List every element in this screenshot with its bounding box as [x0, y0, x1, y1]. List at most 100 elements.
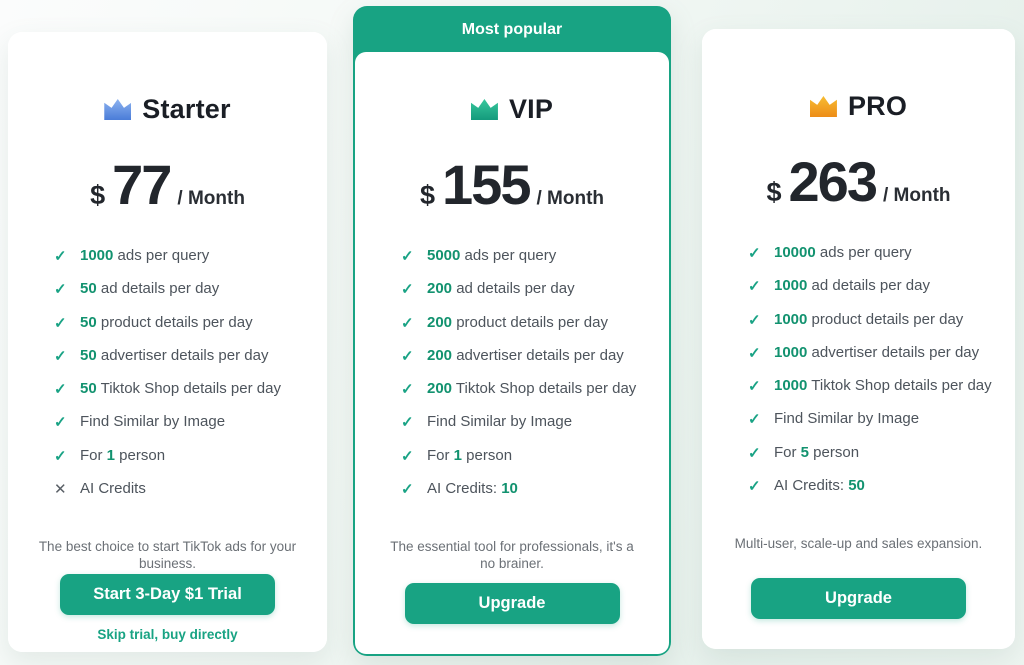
feature-text: For 1 person	[427, 446, 512, 466]
feature-text-post: ads per query	[460, 247, 557, 264]
feature-value: 5000	[427, 247, 461, 264]
feature-value: 1000	[774, 377, 808, 394]
feature-text-post: ads per query	[113, 247, 210, 264]
check-icon: ✓	[748, 411, 761, 429]
check-icon: ✓	[748, 278, 761, 296]
feature-text: 50 advertiser details per day	[80, 346, 268, 366]
feature-row: ✓ 200 advertiser details per day	[401, 346, 669, 366]
feature-row: ✓ 5000 ads per query	[401, 246, 669, 266]
feature-row: ✓ 50 product details per day	[54, 313, 327, 333]
feature-text-post: ads per query	[815, 244, 912, 261]
feature-text: 1000 product details per day	[774, 310, 963, 330]
card-footer: Start 3-Day $1 Trial Skip trial, buy dir…	[8, 574, 327, 652]
card-footer: Upgrade	[355, 583, 669, 654]
feature-text-post: product details per day	[96, 313, 253, 331]
feature-text-pre: AI Credits:	[427, 479, 502, 497]
currency-symbol: $	[90, 180, 106, 210]
feature-text: For 1 person	[80, 446, 165, 466]
feature-text-pre: Find Similar by Image	[80, 413, 226, 431]
cross-icon: ✕	[54, 480, 67, 498]
check-icon: ✓	[748, 344, 761, 362]
feature-text-post: advertiser details per day	[96, 346, 269, 364]
feature-text: AI Credits: 10	[427, 479, 518, 499]
feature-value: 1000	[774, 310, 808, 328]
feature-value: 10000	[774, 244, 816, 261]
check-icon: ✓	[748, 477, 761, 495]
card-body: Starter $ 77 / Month ✓ 1000 ads per quer…	[8, 32, 327, 652]
feature-text-post: product details per day	[452, 313, 608, 331]
feature-row: ✓ 1000 Tiktok Shop details per day	[748, 376, 1015, 396]
cta-button-pro[interactable]: Upgrade	[751, 578, 966, 619]
feature-row: ✓ 200 product details per day	[401, 313, 669, 333]
feature-row: ✓ 1000 ad details per day	[748, 276, 1015, 296]
feature-text: 1000 ads per query	[80, 246, 209, 266]
feature-row: ✓ AI Credits: 10	[401, 479, 669, 499]
check-icon: ✓	[401, 447, 414, 465]
pricing-card-pro: PRO $ 263 / Month ✓ 10000 ads per query …	[702, 29, 1015, 649]
feature-value: 50	[848, 476, 865, 494]
feature-text-post: ad details per day	[807, 277, 930, 295]
feature-row: ✓ 200 ad details per day	[401, 279, 669, 299]
feature-text: For 5 person	[774, 443, 859, 463]
feature-row: ✓ 50 advertiser details per day	[54, 346, 327, 366]
feature-text-pre: AI Credits:	[774, 476, 849, 494]
pricing-card-vip: Most popular VIP $ 155 / Month ✓ 5000 ad…	[353, 6, 671, 656]
feature-text-pre: For	[427, 446, 454, 464]
feature-text-post: ad details per day	[452, 280, 575, 298]
feature-text: 1000 ad details per day	[774, 276, 930, 296]
feature-list: ✓ 1000 ads per query ✓ 50 ad details per…	[8, 246, 327, 512]
check-icon: ✓	[748, 245, 761, 263]
check-icon: ✓	[401, 281, 414, 299]
feature-text: Find Similar by Image	[774, 409, 919, 429]
feature-value: 1000	[774, 343, 808, 361]
feature-row: ✓ For 1 person	[401, 446, 669, 466]
plan-description: The best choice to start TikTok ads for …	[38, 539, 297, 572]
price-period: / Month	[882, 185, 951, 206]
price-amount: 77	[112, 153, 172, 216]
crown-icon	[809, 96, 837, 117]
check-icon: ✓	[401, 381, 414, 399]
feature-value: 5	[800, 443, 810, 461]
feature-value: 200	[427, 346, 453, 364]
check-icon: ✓	[748, 311, 761, 329]
price-amount: 263	[788, 150, 878, 213]
feature-value: 1000	[774, 277, 808, 295]
feature-value: 200	[427, 313, 453, 331]
feature-value: 50	[80, 380, 97, 397]
plan-price: $ 263 / Month	[767, 154, 951, 210]
skip-trial-link[interactable]: Skip trial, buy directly	[97, 627, 238, 642]
feature-text-post: person	[462, 446, 513, 464]
feature-value: 1	[106, 446, 116, 464]
plan-description: The essential tool for professionals, it…	[390, 539, 634, 572]
feature-row: ✓ For 5 person	[748, 443, 1015, 463]
feature-text-pre: AI Credits	[80, 479, 146, 497]
feature-text-pre: For	[80, 446, 107, 464]
feature-row: ✓ For 1 person	[54, 446, 327, 466]
price-amount: 155	[442, 153, 531, 216]
plan-description: Multi-user, scale-up and sales expansion…	[734, 536, 983, 551]
feature-text: 200 product details per day	[427, 313, 608, 333]
feature-row: ✓ 200 Tiktok Shop details per day	[401, 379, 669, 399]
feature-text-pre: Find Similar by Image	[774, 410, 920, 428]
feature-text-post: ad details per day	[96, 280, 220, 298]
feature-text: 50 ad details per day	[80, 279, 219, 299]
feature-value: 200	[427, 280, 453, 298]
feature-row: ✓ 1000 product details per day	[748, 310, 1015, 330]
feature-value: 1	[453, 446, 463, 464]
cta-button-starter[interactable]: Start 3-Day $1 Trial	[60, 574, 275, 615]
feature-row: ✓ Find Similar by Image	[748, 409, 1015, 429]
feature-text-post: person	[115, 446, 166, 464]
check-icon: ✓	[54, 414, 67, 432]
check-icon: ✓	[401, 248, 414, 266]
card-body: PRO $ 263 / Month ✓ 10000 ads per query …	[702, 29, 1015, 649]
check-icon: ✓	[54, 314, 67, 332]
feature-text: 1000 Tiktok Shop details per day	[774, 376, 992, 396]
check-icon: ✓	[401, 414, 414, 432]
plan-title: Starter	[142, 94, 231, 124]
feature-text-post: advertiser details per day	[452, 346, 624, 364]
plan-title-row: PRO	[809, 91, 907, 122]
feature-row: ✓ 10000 ads per query	[748, 243, 1015, 263]
cta-button-vip[interactable]: Upgrade	[404, 583, 620, 624]
card-body: VIP $ 155 / Month ✓ 5000 ads per query ✓…	[355, 52, 669, 654]
feature-text: 50 Tiktok Shop details per day	[80, 379, 281, 399]
